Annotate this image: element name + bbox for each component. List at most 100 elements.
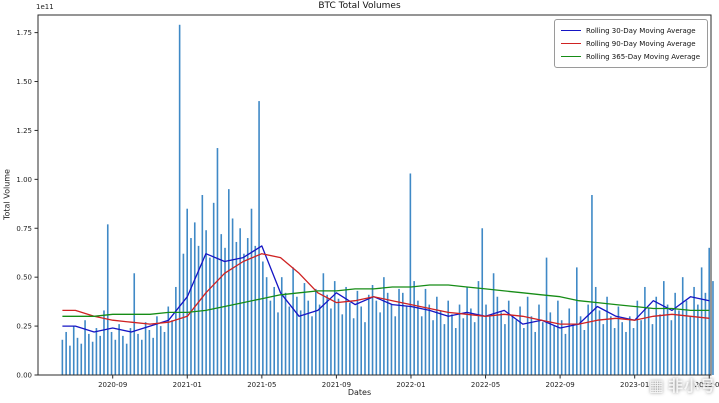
ma-line: [62, 253, 710, 325]
y-tick-label: 1.50: [16, 78, 32, 86]
volume-bar: [458, 304, 461, 375]
volume-bar: [137, 333, 139, 375]
legend-label: Rolling 90-Day Moving Average: [586, 39, 696, 48]
volume-bar: [481, 228, 484, 375]
volume-bar: [235, 241, 238, 375]
volume-bar: [417, 300, 419, 375]
volume-bar: [526, 296, 529, 375]
volume-bar: [712, 281, 714, 375]
chart-title: BTC Total Volumes: [318, 1, 401, 11]
volume-bar: [485, 304, 487, 375]
volume-bar: [651, 324, 654, 375]
volume-bar: [315, 288, 317, 375]
volume-bar: [345, 286, 347, 375]
volume-bar: [106, 224, 109, 375]
volume-bar: [436, 296, 438, 375]
volume-bar: [330, 308, 332, 375]
volume-bar: [617, 306, 620, 375]
volume-bar: [201, 195, 204, 375]
volume-bar: [273, 286, 275, 375]
volume-bar: [95, 328, 98, 375]
x-tick-label: 2022-05: [471, 381, 500, 389]
volume-bar: [186, 208, 188, 375]
volume-bar: [367, 294, 370, 375]
volume-bar: [557, 300, 559, 375]
volume-bar: [515, 320, 518, 375]
volume-bar: [538, 304, 540, 375]
volume-bar: [84, 320, 86, 375]
volume-bar: [250, 208, 253, 375]
volume-bar: [99, 335, 101, 375]
volume-bar: [390, 304, 393, 375]
volume-bar: [72, 326, 75, 375]
volume-bar: [216, 148, 219, 375]
legend-item: Rolling 90-Day Moving Average: [561, 37, 700, 50]
ma-line: [62, 284, 710, 317]
volume-bar: [523, 328, 525, 375]
volume-bar: [209, 257, 211, 375]
volume-bar: [439, 310, 442, 375]
volume-bar: [69, 345, 71, 375]
volume-bar: [693, 286, 695, 375]
volume-bar: [333, 281, 336, 375]
volume-bar: [375, 300, 378, 375]
volume-bar: [163, 331, 166, 375]
volume-bar: [288, 306, 291, 375]
volume-bar: [318, 304, 321, 375]
volume-bar: [700, 267, 703, 375]
volume-bar: [489, 316, 491, 375]
legend-label: Rolling 30-Day Moving Average: [586, 26, 696, 35]
volume-bar: [299, 310, 302, 375]
volume-bars: [61, 24, 714, 376]
legend-swatch: [561, 43, 582, 44]
volume-bar: [708, 247, 710, 375]
volume-bar: [678, 310, 680, 375]
x-tick-label: 2020-09: [98, 381, 127, 389]
volume-bar: [576, 267, 578, 375]
volume-bar: [432, 320, 434, 375]
y-tick-label: 0.25: [16, 323, 32, 331]
volume-bar: [394, 316, 397, 375]
volume-bar: [454, 328, 457, 375]
y-tick-label: 0.00: [16, 372, 32, 380]
ma-line: [62, 245, 710, 333]
volume-bar: [228, 189, 230, 375]
volume-bar: [65, 331, 67, 375]
volume-bar: [159, 326, 162, 375]
volume-bar: [212, 202, 215, 375]
volume-bar: [545, 257, 548, 375]
volume-bar: [473, 322, 476, 375]
volume-bar: [398, 288, 400, 375]
moving-average-lines: [62, 245, 710, 333]
volume-bar: [462, 318, 465, 375]
volume-bar: [284, 292, 287, 375]
volume-bar: [265, 277, 268, 375]
volume-bar: [492, 273, 495, 375]
volume-bar: [371, 285, 374, 375]
volume-bar: [231, 218, 234, 375]
volume-bar: [530, 316, 533, 375]
volume-bar: [239, 228, 241, 375]
volume-bar: [568, 308, 571, 375]
volume-bar: [591, 195, 593, 375]
volume-bar: [262, 261, 264, 375]
volume-bar: [61, 339, 64, 375]
volume-bar: [148, 330, 151, 375]
volume-bar: [118, 324, 120, 375]
volume-bar: [466, 286, 468, 375]
volume-bar: [156, 316, 158, 375]
volume-bar: [341, 314, 344, 375]
y-tick-label: 0.75: [16, 225, 32, 233]
volume-bar: [205, 230, 207, 375]
volume-bar: [663, 281, 665, 375]
volume-bar: [628, 316, 631, 375]
volume-bar: [420, 316, 423, 375]
volume-bar: [311, 316, 313, 375]
volume-bar: [296, 296, 298, 375]
volume-bar: [405, 306, 408, 375]
volume-bar: [504, 324, 506, 375]
volume-bar: [144, 322, 147, 375]
x-tick-label: 2022-01: [396, 381, 425, 389]
volume-bar: [152, 337, 154, 375]
